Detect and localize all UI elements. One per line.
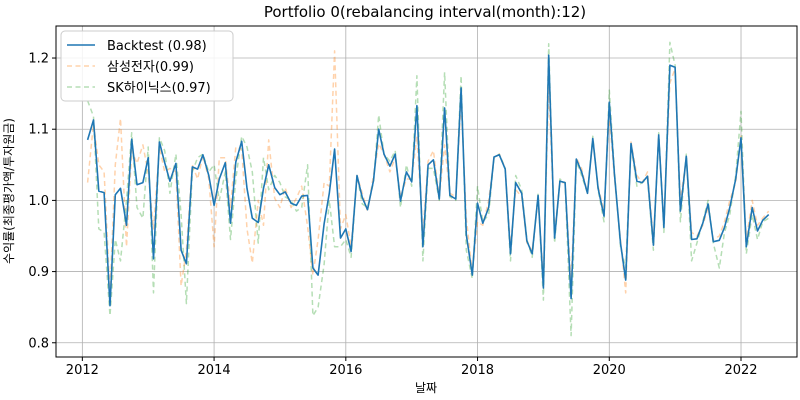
y-tick-label: 1.2 [28,52,49,67]
series-layer [86,41,770,337]
legend: Backtest (0.98) 삼성전자(0.99) SK하이닉스(0.97) [60,30,234,102]
y-tick-label: 0.9 [28,265,49,280]
legend-label-1: 삼성전자(0.99) [107,60,194,75]
x-tick-label: 2022 [724,363,757,378]
y-tick-label: 0.8 [28,336,49,351]
y-tick-label: 1.0 [28,194,49,209]
x-tick-label: 2018 [461,363,494,378]
legend-box [60,30,234,102]
grid [56,26,797,357]
series-line-0 [86,54,770,307]
legend-label-2: SK하이닉스(0.97) [107,81,211,96]
x-tick-label: 2012 [66,363,99,378]
plot-frame [55,25,798,358]
chart-title: Portfolio 0(rebalancing interval(month):… [264,3,586,21]
x-tick-label: 2014 [198,363,231,378]
y-axis-ticks: 0.8 0.9 1.0 1.1 1.2 [28,52,56,351]
y-tick-label: 1.1 [28,123,49,138]
x-axis-ticks: 2012 2014 2016 2018 2020 2022 [66,357,758,378]
x-tick-label: 2016 [329,363,362,378]
x-tick-label: 2020 [593,363,626,378]
y-axis-label: 수익률(최종평가액/투자원금) [2,118,16,264]
x-axis-label: 날짜 [415,381,437,395]
legend-label-0: Backtest (0.98) [107,39,207,54]
